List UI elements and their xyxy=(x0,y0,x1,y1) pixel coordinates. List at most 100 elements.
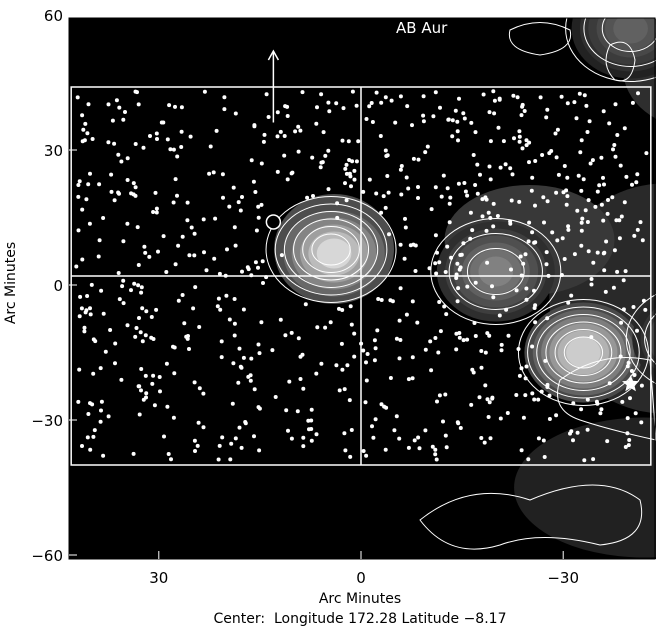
star-dot xyxy=(338,388,342,392)
star-dot xyxy=(238,347,242,351)
star-dot xyxy=(627,443,631,447)
star-dot xyxy=(371,120,375,124)
star-dot xyxy=(86,412,90,416)
star-dot xyxy=(569,294,573,298)
star-dot xyxy=(385,174,389,178)
star-dot xyxy=(139,388,143,392)
star-dot xyxy=(578,92,582,96)
star-dot xyxy=(619,164,623,168)
star-dot xyxy=(132,181,136,185)
star-dot xyxy=(499,417,503,421)
star-dot xyxy=(515,288,519,292)
star-dot xyxy=(373,358,377,362)
star-dot xyxy=(639,220,643,224)
star-dot xyxy=(167,103,171,107)
star-dot xyxy=(144,396,148,400)
star-dot xyxy=(236,381,240,385)
star-dot xyxy=(301,436,305,440)
star-dot xyxy=(280,253,284,257)
star-dot xyxy=(602,251,606,255)
star-dot xyxy=(634,411,638,415)
star-dot xyxy=(448,202,452,206)
star-dot xyxy=(533,204,537,208)
star-dot xyxy=(158,375,162,379)
star-dot xyxy=(156,250,160,254)
cloud-core xyxy=(566,338,601,368)
star-dot xyxy=(500,348,504,352)
field-label-f3: F3 xyxy=(15,348,33,366)
star-dot xyxy=(464,190,468,194)
star-dot xyxy=(416,196,420,200)
star-dot xyxy=(283,104,287,108)
star-dot xyxy=(224,274,228,278)
star-dot xyxy=(349,184,353,188)
star-dot xyxy=(167,452,171,456)
star-dot xyxy=(150,382,154,386)
star-dot xyxy=(446,186,450,190)
star-dot xyxy=(580,217,584,221)
star-dot xyxy=(326,101,330,105)
star-dot xyxy=(566,228,570,232)
star-dot xyxy=(469,403,473,407)
star-dot xyxy=(602,268,606,272)
star-dot xyxy=(479,436,483,440)
star-dot xyxy=(139,291,143,295)
star-dot xyxy=(389,376,393,380)
star-dot xyxy=(144,309,148,313)
star-dot xyxy=(323,154,327,158)
star-dot xyxy=(140,285,144,289)
star-dot xyxy=(239,365,243,369)
star-dot xyxy=(181,293,185,297)
star-dot xyxy=(565,176,569,180)
star-dot xyxy=(433,336,437,340)
star-dot xyxy=(162,435,166,439)
star-dot xyxy=(290,437,294,441)
star-dot xyxy=(635,329,639,333)
star-dot xyxy=(455,273,459,277)
star-dot xyxy=(125,222,129,226)
star-dot xyxy=(403,217,407,221)
star-dot xyxy=(527,160,531,164)
star-dot xyxy=(186,201,190,205)
star-dot xyxy=(181,235,185,239)
star-dot xyxy=(520,366,524,370)
star-dot xyxy=(434,233,438,237)
star-dot xyxy=(258,351,262,355)
star-dot xyxy=(523,109,527,113)
star-dot xyxy=(412,157,416,161)
star-dot xyxy=(435,458,439,462)
star-dot xyxy=(572,100,576,104)
star-dot xyxy=(379,211,383,215)
star-dot xyxy=(457,182,461,186)
star-dot xyxy=(155,211,159,215)
star-dot xyxy=(615,270,619,274)
star-dot xyxy=(565,194,569,198)
star-dot xyxy=(99,289,103,293)
star-dot xyxy=(626,364,630,368)
star-dot xyxy=(176,244,180,248)
star-dot xyxy=(136,283,140,287)
star-dot xyxy=(405,104,409,108)
star-dot xyxy=(76,400,80,404)
star-dot xyxy=(400,164,404,168)
star-dot xyxy=(174,177,178,181)
star-dot xyxy=(365,379,369,383)
ab-aur-label: AB Aur xyxy=(396,19,448,37)
star-dot xyxy=(136,225,140,229)
star-dot xyxy=(231,361,235,365)
star-dot xyxy=(83,138,87,142)
star-dot xyxy=(234,436,238,440)
star-dot xyxy=(121,118,125,122)
star-dot xyxy=(522,416,526,420)
star-dot xyxy=(356,139,360,143)
x-tick-label: −30 xyxy=(547,569,579,587)
star-dot xyxy=(582,458,586,462)
star-dot xyxy=(449,256,453,260)
star-dot xyxy=(240,446,244,450)
star-dot xyxy=(511,94,515,98)
star-dot xyxy=(139,330,143,334)
star-dot xyxy=(111,119,115,123)
star-dot xyxy=(362,449,366,453)
star-dot xyxy=(442,305,446,309)
